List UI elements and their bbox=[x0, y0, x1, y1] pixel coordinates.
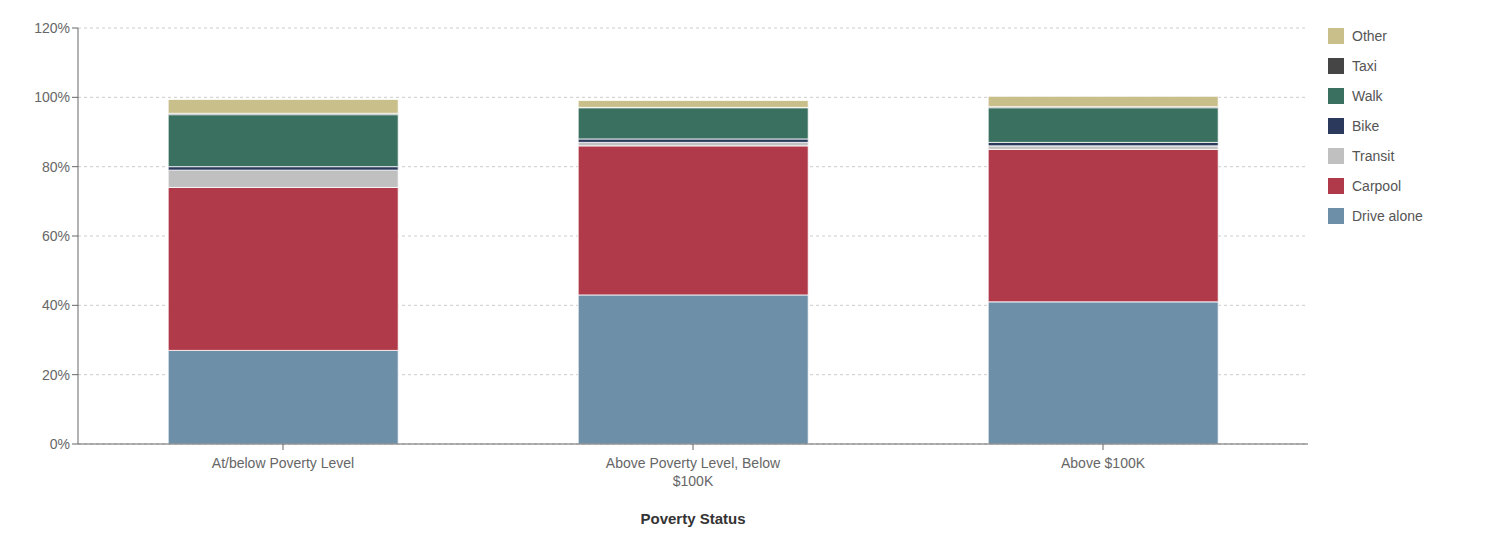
html-text:Taxi: Taxi bbox=[1352, 58, 1377, 74]
html-text:Transit: Transit bbox=[1352, 148, 1395, 164]
svg-text:60%: 60% bbox=[42, 228, 70, 244]
svg-text:At/below Poverty Level: At/below Poverty Level bbox=[212, 455, 354, 471]
svg-text:Above Poverty Level, Below$100: Above Poverty Level, Below$100K bbox=[606, 455, 781, 489]
svg-text:Poverty Status: Poverty Status bbox=[640, 510, 745, 527]
svg-text:100%: 100% bbox=[34, 89, 70, 105]
html-text:Carpool: Carpool bbox=[1352, 178, 1401, 194]
svg-text:120%: 120% bbox=[34, 20, 70, 36]
svg-text:40%: 40% bbox=[42, 297, 70, 313]
html-text:Other: Other bbox=[1352, 28, 1387, 44]
html-text:Walk: Walk bbox=[1352, 88, 1383, 104]
html-text:Drive alone: Drive alone bbox=[1352, 208, 1423, 224]
svg-text:20%: 20% bbox=[42, 367, 70, 383]
svg-text:80%: 80% bbox=[42, 159, 70, 175]
svg-text:Above $100K: Above $100K bbox=[1061, 455, 1146, 471]
html-text:Bike: Bike bbox=[1352, 118, 1380, 134]
svg-text:0%: 0% bbox=[50, 436, 70, 452]
